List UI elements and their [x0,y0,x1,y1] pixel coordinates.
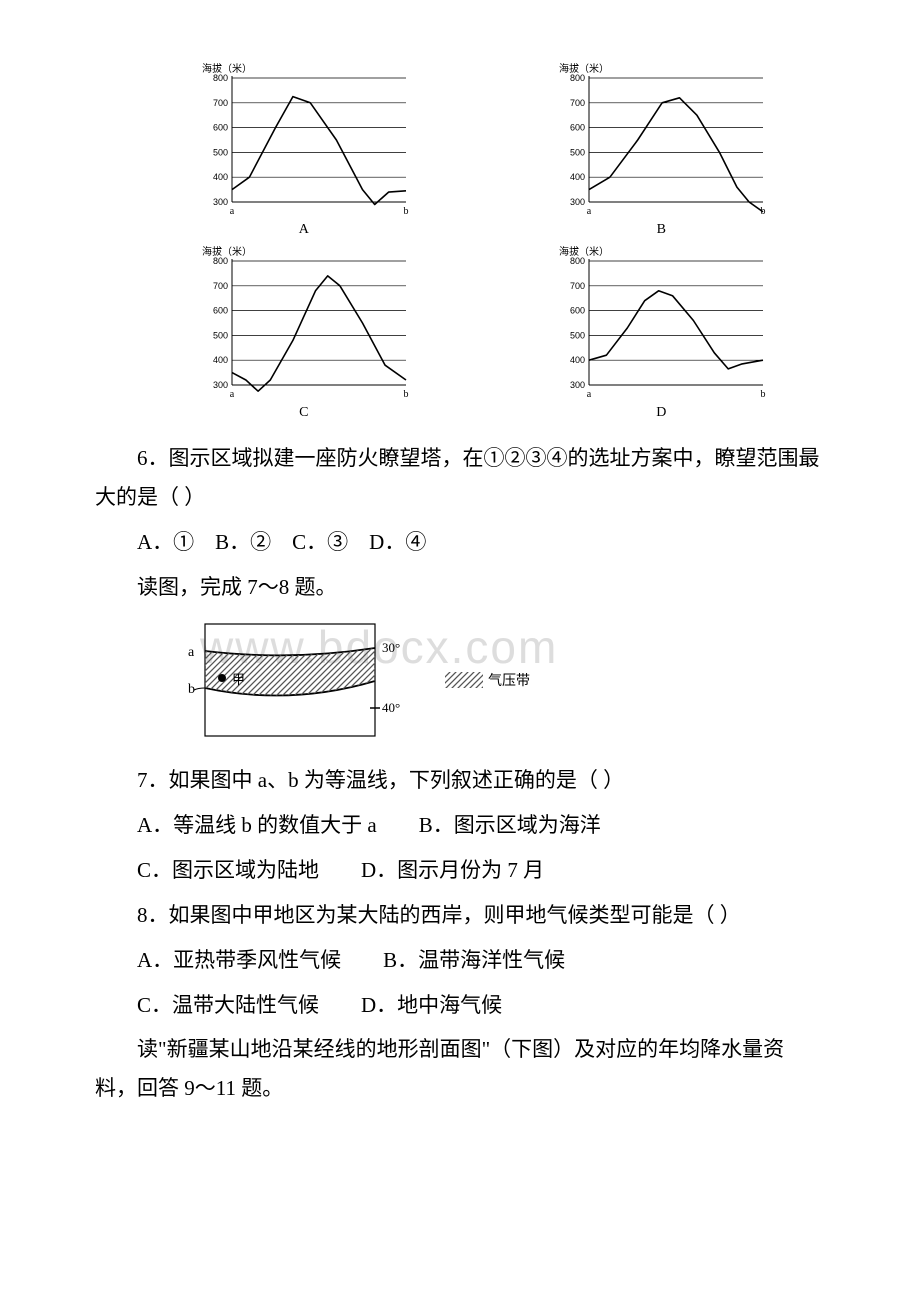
chart-B-svg: 300400500600700800海拔（米）ab [551,60,771,220]
svg-text:300: 300 [570,197,585,207]
chart-C-label: C [299,405,308,421]
q7-line2: C．图示区域为陆地 D．图示月份为 7 月 [95,851,825,890]
svg-text:b: b [403,389,408,400]
svg-text:600: 600 [570,123,585,133]
chart-D-label: D [656,405,666,421]
d78-40: 40° [382,700,400,715]
svg-text:海拔（米）: 海拔（米） [559,62,609,75]
svg-text:300: 300 [570,380,585,390]
svg-text:500: 500 [213,147,228,157]
svg-text:b: b [761,389,766,400]
q8-text: 8．如果图中甲地区为某大陆的西岸，则甲地气候类型可能是（ ） [95,896,825,935]
jia-label: 甲 [232,672,245,687]
intro-78: 读图，完成 7～8 题。 [95,568,825,607]
svg-text:600: 600 [213,306,228,316]
chart-A-svg: 300400500600700800海拔（米）ab [194,60,414,220]
diagram-78-svg: 甲 30° 40° a b 气压带 [170,616,540,746]
svg-text:300: 300 [213,380,228,390]
svg-text:海拔（米）: 海拔（米） [559,245,609,258]
svg-text:400: 400 [213,172,228,182]
svg-text:b: b [403,206,408,217]
chart-D-svg: 300400500600700800海拔（米）ab [551,243,771,403]
q8-line1: A．亚热带季风性气候 B．温带海洋性气候 [95,941,825,980]
diagram-78: 甲 30° 40° a b 气压带 [170,616,825,751]
svg-text:a: a [587,206,592,217]
svg-text:500: 500 [213,330,228,340]
q8-text-span: 8．如果图中甲地区为某大陆的西岸，则甲地气候类型可能是（ ） [137,903,741,927]
svg-text:300: 300 [213,197,228,207]
svg-text:海拔（米）: 海拔（米） [202,245,252,258]
svg-text:500: 500 [570,147,585,157]
svg-text:海拔（米）: 海拔（米） [202,62,252,75]
chart-B-label: B [657,222,666,238]
svg-text:a: a [230,389,235,400]
svg-text:700: 700 [213,281,228,291]
intro-911: 读"新疆某山地沿某经线的地形剖面图"（下图）及对应的年均降水量资料，回答 9～1… [95,1030,825,1108]
q7-line1: A．等温线 b 的数值大于 a B．图示区域为海洋 [95,806,825,845]
chart-C-svg: 300400500600700800海拔（米）ab [194,243,414,403]
q8-line2: C．温带大陆性气候 D．地中海气候 [95,986,825,1025]
chart-A: 300400500600700800海拔（米）ab A [140,60,468,238]
q6-text: 6．图示区域拟建一座防火瞭望塔，在①②③④的选址方案中，瞭望范围最大的是（ ） [95,439,825,517]
svg-text:400: 400 [570,355,585,365]
d78-legend: 气压带 [488,673,530,689]
svg-text:400: 400 [213,355,228,365]
svg-text:600: 600 [213,123,228,133]
q6-options: A．① B．② C．③ D．④ [95,523,825,562]
svg-text:a: a [230,206,235,217]
svg-text:500: 500 [570,330,585,340]
chart-B: 300400500600700800海拔（米）ab B [498,60,826,238]
chart-A-label: A [299,222,309,238]
d78-30: 30° [382,640,400,655]
elevation-charts-grid: 300400500600700800海拔（米）ab A 300400500600… [95,60,825,421]
svg-text:600: 600 [570,306,585,316]
svg-text:700: 700 [213,98,228,108]
svg-text:400: 400 [570,172,585,182]
svg-text:700: 700 [570,98,585,108]
page-content: 300400500600700800海拔（米）ab A 300400500600… [95,60,825,1108]
d78-a: a [188,645,195,660]
chart-C: 300400500600700800海拔（米）ab C [140,243,468,421]
q7-text: 7．如果图中 a、b 为等温线，下列叙述正确的是（ ） [95,761,825,800]
svg-text:700: 700 [570,281,585,291]
chart-D: 300400500600700800海拔（米）ab D [498,243,826,421]
svg-text:a: a [587,389,592,400]
